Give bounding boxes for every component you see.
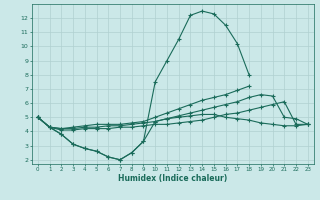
X-axis label: Humidex (Indice chaleur): Humidex (Indice chaleur) [118, 174, 228, 183]
